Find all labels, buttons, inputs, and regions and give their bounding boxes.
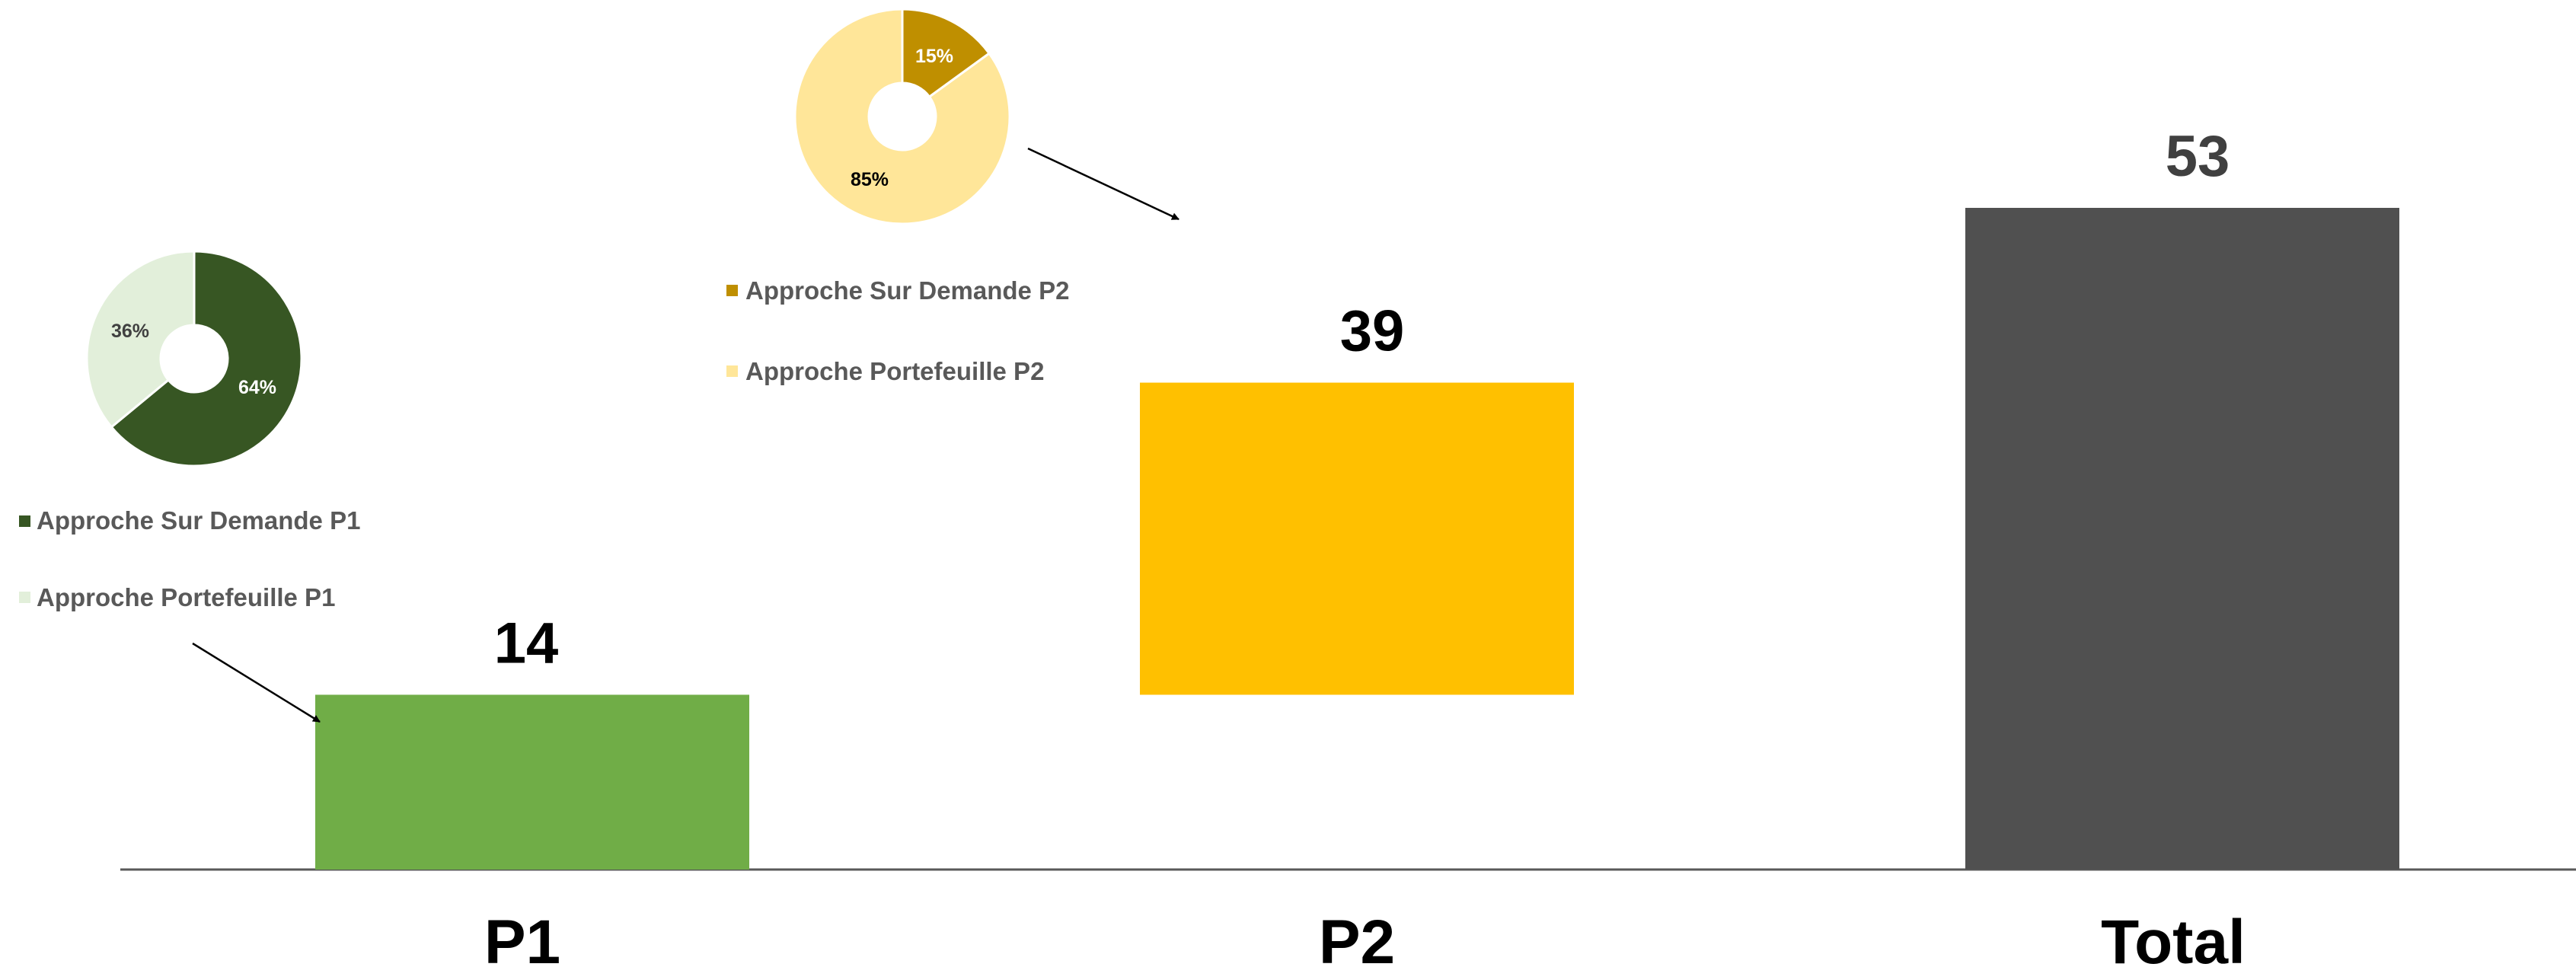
category-label-p2: P2 bbox=[1319, 908, 1395, 967]
data-label-p2: 39 bbox=[1340, 299, 1405, 364]
legend-p1-label-sur-demande: Approche Sur Demande P1 bbox=[37, 506, 360, 535]
donut-p2-label-sur-demande: 15% bbox=[915, 46, 953, 67]
legend-p2-swatch-portefeuille bbox=[726, 365, 738, 377]
donut-p1: 64% 36% bbox=[85, 250, 303, 468]
bar-total bbox=[1965, 208, 2399, 870]
legend-p1-label-portefeuille: Approche Portefeuille P1 bbox=[37, 583, 335, 611]
category-label-p1: P1 bbox=[484, 908, 560, 967]
legend-p2: Approche Sur Demande P2 Approche Portefe… bbox=[726, 276, 1069, 385]
category-labels: P1 P2 Total bbox=[484, 908, 2246, 967]
donut-p1-label-portefeuille: 36% bbox=[111, 321, 149, 342]
donut-p1-label-sur-demande: 64% bbox=[238, 377, 276, 398]
bars bbox=[315, 208, 2399, 870]
legend-p2-label-portefeuille: Approche Portefeuille P2 bbox=[745, 357, 1044, 385]
donut-p1-slice-sur-demande bbox=[110, 250, 303, 468]
data-labels: 14 39 53 bbox=[494, 124, 2230, 675]
legend-p1: Approche Sur Demande P1 Approche Portefe… bbox=[19, 506, 360, 611]
legend-p2-swatch-sur-demande bbox=[726, 285, 738, 296]
donut-p2-slice-portefeuille bbox=[793, 8, 1011, 225]
arrow-to-p2 bbox=[1027, 147, 1179, 221]
donut-p1-slice-portefeuille bbox=[85, 250, 196, 429]
arrow-to-p1 bbox=[192, 642, 321, 723]
bar-p2 bbox=[1140, 382, 1574, 695]
donut-p2-label-portefeuille: 85% bbox=[851, 169, 889, 190]
legend-p1-swatch-sur-demande bbox=[19, 515, 30, 527]
legend-p2-label-sur-demande: Approche Sur Demande P2 bbox=[745, 276, 1069, 305]
data-label-p1: 14 bbox=[494, 611, 559, 675]
donut-p2: 15% 85% bbox=[793, 8, 1011, 225]
data-label-total: 53 bbox=[2166, 124, 2230, 189]
bar-p1 bbox=[315, 694, 749, 870]
legend-p1-swatch-portefeuille bbox=[19, 592, 30, 603]
donut-p2-slice-sur-demande bbox=[901, 8, 991, 99]
category-label-total: Total bbox=[2101, 908, 2246, 967]
